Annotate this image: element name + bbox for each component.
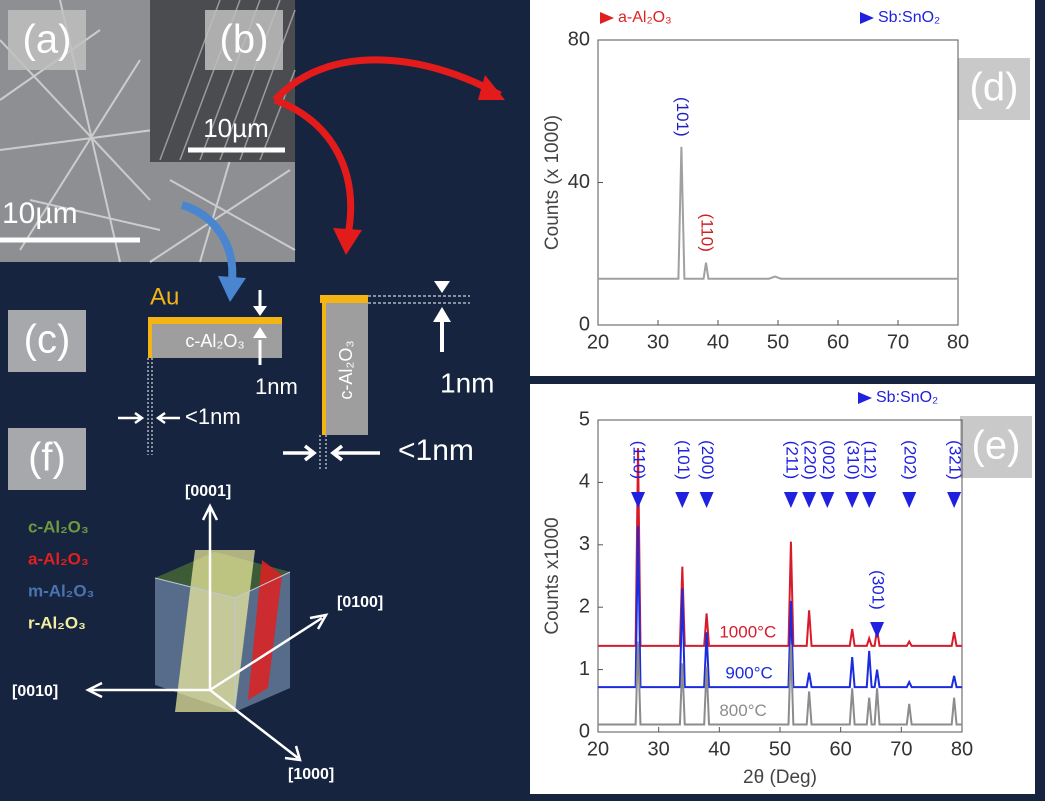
y-axis-label: Counts x1000 [542, 517, 563, 634]
thickness-label: 1nm [255, 374, 298, 399]
x-tick-label: 60 [827, 331, 849, 353]
y-tick-label: 80 [568, 28, 590, 50]
crystal-prism [155, 550, 290, 712]
y-tick-label: 4 [579, 471, 590, 493]
gold-layer [148, 317, 282, 324]
panel-label: (b) [220, 18, 269, 62]
panel-label: (e) [972, 424, 1021, 468]
width-label: <1nm [398, 434, 474, 467]
panel-d-bg [530, 0, 1035, 376]
plane-label: a-Al₂O₃ [28, 549, 89, 568]
panel-label: (a) [23, 18, 72, 62]
legend-label: Sb:SnO₂ [878, 9, 940, 26]
x-tick-label: 40 [707, 331, 729, 353]
x-tick-label: 30 [648, 738, 670, 760]
y-tick-label: 3 [579, 533, 590, 555]
y-tick-label: 5 [579, 408, 590, 430]
x-tick-label: 30 [647, 331, 669, 353]
substrate-label: c-Al₂O₃ [185, 331, 244, 351]
y-tick-label: 0 [579, 313, 590, 335]
peak-label: (112) [861, 441, 880, 479]
x-tick-label: 80 [951, 738, 973, 760]
page: {"panels": ["(a)", "(b)", "(c)", "(d)", … [0, 0, 1045, 806]
peak-label: (101) [673, 97, 692, 137]
panel-label: (d) [970, 66, 1019, 110]
x-tick-label: 80 [947, 331, 969, 353]
axis-label: [0100] [337, 594, 383, 611]
x-tick-label: 20 [587, 738, 609, 760]
figure: 10µm 10µm (a) (b) (c) (d) (e) (f) Au c-A… [0, 0, 1045, 801]
axis-label: [0001] [185, 483, 231, 500]
peak-label: (110) [698, 213, 717, 251]
width-label: <1nm [185, 404, 241, 429]
peak-label: (211) [782, 441, 801, 479]
x-tick-label: 50 [767, 331, 789, 353]
peak-label: (301) [869, 570, 888, 610]
x-tick-label: 70 [890, 738, 912, 760]
plane-label: c-Al₂O₃ [28, 517, 89, 536]
plane-label: m-Al₂O₃ [28, 581, 94, 600]
axis-label: [1000] [288, 766, 334, 783]
y-axis-label: Counts (x 1000) [542, 115, 563, 250]
y-tick-label: 2 [579, 595, 590, 617]
series-label: 900°C [725, 664, 772, 683]
x-tick-label: 60 [830, 738, 852, 760]
x-tick-label: 40 [708, 738, 730, 760]
thickness-label: 1nm [440, 367, 494, 398]
x-tick-label: 20 [587, 331, 609, 353]
panel-label: (f) [28, 436, 66, 480]
peak-label: (110) [630, 441, 649, 479]
peak-label: (002) [819, 440, 838, 480]
peak-label: (310) [844, 440, 863, 480]
substrate-label: c-Al₂O₃ [336, 340, 356, 399]
x-tick-label: 50 [769, 738, 791, 760]
series-label: 800°C [719, 701, 766, 720]
y-tick-label: 40 [568, 171, 590, 193]
y-tick-label: 1 [579, 658, 590, 680]
metal-label: Au [150, 283, 179, 310]
y-tick-label: 0 [579, 720, 590, 742]
peak-label: (101) [674, 440, 693, 480]
peak-label: (321) [946, 440, 965, 480]
legend-label: Sb:SnO₂ [876, 389, 938, 406]
plane-label: r-Al₂O₃ [28, 613, 86, 632]
peak-label: (220) [801, 440, 820, 480]
peak-label: (202) [901, 440, 920, 480]
panel-label: (c) [24, 318, 71, 362]
legend-label: a-Al₂O₃ [618, 9, 672, 26]
gold-side [322, 303, 326, 435]
scale-label-b: 10µm [203, 113, 269, 143]
gold-layer [320, 295, 368, 303]
axis-label: [0010] [12, 683, 58, 700]
x-axis-label: 2θ (Deg) [743, 767, 817, 788]
scale-label-a: 10µm [2, 197, 78, 230]
x-tick-label: 70 [887, 331, 909, 353]
peak-label: (200) [698, 440, 717, 480]
series-label: 1000°C [719, 622, 776, 641]
gold-side [148, 324, 152, 358]
